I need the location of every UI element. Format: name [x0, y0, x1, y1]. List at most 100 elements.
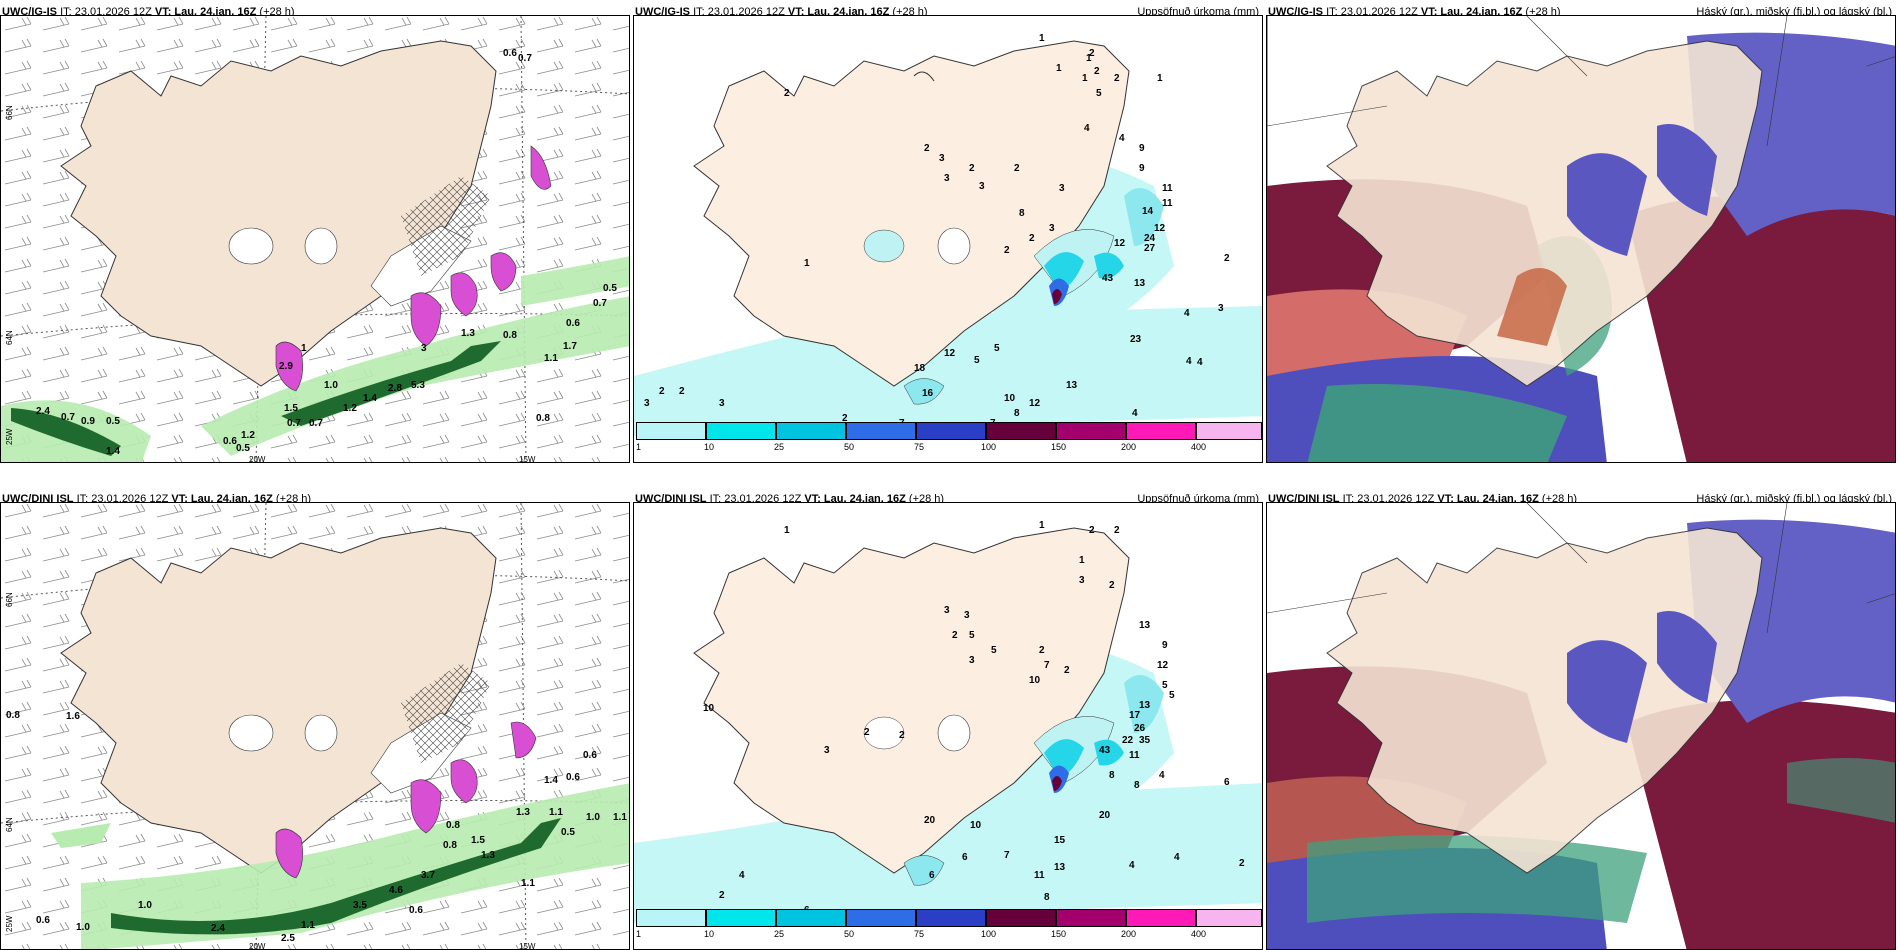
precip-legend: 1 10 25 50 75 100 150 200 400 — [636, 422, 1262, 460]
svg-text:2: 2 — [1114, 525, 1120, 536]
svg-text:6: 6 — [962, 852, 968, 863]
legend-swatch-5 — [916, 422, 986, 440]
svg-text:7: 7 — [1004, 850, 1010, 861]
svg-text:3: 3 — [421, 343, 427, 354]
svg-text:1: 1 — [1082, 73, 1088, 84]
svg-text:0.7: 0.7 — [593, 298, 607, 309]
svg-text:5: 5 — [1169, 690, 1175, 701]
svg-text:4: 4 — [1084, 123, 1090, 134]
svg-text:0.7: 0.7 — [309, 418, 323, 429]
svg-text:10: 10 — [970, 820, 982, 831]
svg-text:1.1: 1.1 — [613, 812, 627, 823]
svg-text:12: 12 — [944, 348, 956, 359]
legend-label: 400 — [1191, 442, 1207, 452]
svg-text:1.5: 1.5 — [284, 403, 298, 414]
svg-text:0.6: 0.6 — [566, 318, 580, 329]
panel-cloud-top: UWC/IG-IS IT: 23.01.2026 12Z VT: Lau. 24… — [1266, 0, 1896, 463]
panel-wind-bottom: UWC/DINI ISL IT: 23.01.2026 12Z VT: Lau.… — [0, 487, 630, 950]
legend-swatch-5 — [916, 909, 986, 927]
svg-text:3: 3 — [1218, 303, 1224, 314]
svg-text:13: 13 — [1054, 862, 1066, 873]
svg-text:3: 3 — [964, 610, 970, 621]
wind-map-svg: 66N 64N 25W 20W 15W 0.8 1.6 0.6 0.6 1.4 … — [1, 503, 629, 949]
svg-text:5: 5 — [994, 343, 1000, 354]
wind-map[interactable]: 66N 64N 25W 20W 15W 0.6 0.7 0.5 0.7 0.6 … — [0, 15, 630, 463]
svg-text:10: 10 — [703, 703, 715, 714]
svg-text:1.7: 1.7 — [563, 341, 577, 352]
svg-text:20W: 20W — [249, 455, 266, 463]
svg-text:4: 4 — [1174, 852, 1180, 863]
svg-text:10: 10 — [1029, 675, 1041, 686]
svg-text:15: 15 — [1054, 835, 1066, 846]
svg-text:18: 18 — [914, 363, 926, 374]
svg-text:12: 12 — [1029, 398, 1041, 409]
svg-text:1.6: 1.6 — [66, 711, 80, 722]
panel-precip-bottom: UWC/DINI ISL IT: 23.01.2026 12Z VT: Lau.… — [633, 487, 1263, 950]
svg-text:0.5: 0.5 — [236, 443, 250, 454]
legend-swatch-9 — [1196, 909, 1262, 927]
svg-text:22: 22 — [1122, 735, 1134, 746]
legend-swatch-6 — [986, 422, 1056, 440]
panel-wind-top: UWC/IG-IS IT: 23.01.2026 12Z VT: Lau. 24… — [0, 0, 630, 463]
svg-text:2: 2 — [924, 143, 930, 154]
svg-text:25W: 25W — [5, 915, 14, 932]
svg-text:1.0: 1.0 — [586, 812, 600, 823]
svg-text:3.5: 3.5 — [353, 900, 367, 911]
svg-text:0.7: 0.7 — [518, 53, 532, 64]
svg-text:9: 9 — [1162, 640, 1168, 651]
svg-text:64N: 64N — [5, 330, 14, 345]
svg-text:8: 8 — [1109, 770, 1115, 781]
cloud-map[interactable] — [1266, 15, 1896, 463]
svg-text:2.8: 2.8 — [388, 383, 402, 394]
cloud-map[interactable] — [1266, 502, 1896, 950]
svg-text:9: 9 — [1139, 143, 1145, 154]
svg-text:6: 6 — [1224, 777, 1230, 788]
svg-text:20: 20 — [1099, 810, 1111, 821]
svg-text:2: 2 — [719, 890, 725, 901]
svg-text:27: 27 — [1144, 243, 1156, 254]
svg-text:1: 1 — [1056, 63, 1062, 74]
svg-text:2: 2 — [1089, 525, 1095, 536]
svg-text:1: 1 — [1086, 53, 1092, 64]
legend-label: 10 — [704, 929, 715, 939]
svg-text:0.6: 0.6 — [583, 750, 597, 761]
legend-label: 150 — [1051, 442, 1067, 452]
svg-text:0.8: 0.8 — [503, 330, 517, 341]
svg-text:64N: 64N — [5, 817, 14, 832]
panel-cloud-bottom: UWC/DINI ISL IT: 23.01.2026 12Z VT: Lau.… — [1266, 487, 1896, 950]
svg-text:16: 16 — [922, 388, 934, 399]
legend-label: 1 — [636, 929, 642, 939]
svg-text:1: 1 — [1157, 73, 1163, 84]
wind-map[interactable]: 66N 64N 25W 20W 15W 0.8 1.6 0.6 0.6 1.4 … — [0, 502, 630, 950]
legend-label: 100 — [981, 929, 997, 939]
legend-swatch-9 — [1196, 422, 1262, 440]
svg-text:2: 2 — [1109, 580, 1115, 591]
svg-text:0.6: 0.6 — [566, 772, 580, 783]
legend-label: 400 — [1191, 929, 1207, 939]
svg-text:3: 3 — [1059, 183, 1065, 194]
svg-text:2: 2 — [1029, 233, 1035, 244]
svg-text:3: 3 — [1049, 223, 1055, 234]
precip-map[interactable]: 1 2 2 1 3 2 3 3 5 5 2 3 2 2 13 10 7 12 9… — [633, 502, 1263, 950]
svg-text:1.5: 1.5 — [471, 835, 485, 846]
svg-text:2: 2 — [679, 386, 685, 397]
svg-text:0.7: 0.7 — [61, 412, 75, 423]
svg-text:0.6: 0.6 — [223, 436, 237, 447]
svg-text:2: 2 — [1094, 66, 1100, 77]
svg-text:17: 17 — [1129, 710, 1141, 721]
legend-label: 200 — [1121, 442, 1137, 452]
svg-text:20: 20 — [924, 815, 936, 826]
svg-text:2: 2 — [1014, 163, 1020, 174]
legend-label: 10 — [704, 442, 715, 452]
svg-text:0.8: 0.8 — [446, 820, 460, 831]
svg-text:15W: 15W — [519, 455, 536, 463]
precip-map[interactable]: 1 2 1 1 2 1 1 2 5 4 4 9 9 11 11 14 12 24… — [633, 15, 1263, 463]
svg-text:3: 3 — [939, 153, 945, 164]
legend-label: 75 — [914, 442, 925, 452]
svg-text:3: 3 — [944, 173, 950, 184]
svg-text:3: 3 — [719, 398, 725, 409]
svg-text:3: 3 — [644, 398, 650, 409]
svg-text:2: 2 — [784, 88, 790, 99]
svg-text:0.6: 0.6 — [409, 905, 423, 916]
svg-text:1.3: 1.3 — [481, 850, 495, 861]
